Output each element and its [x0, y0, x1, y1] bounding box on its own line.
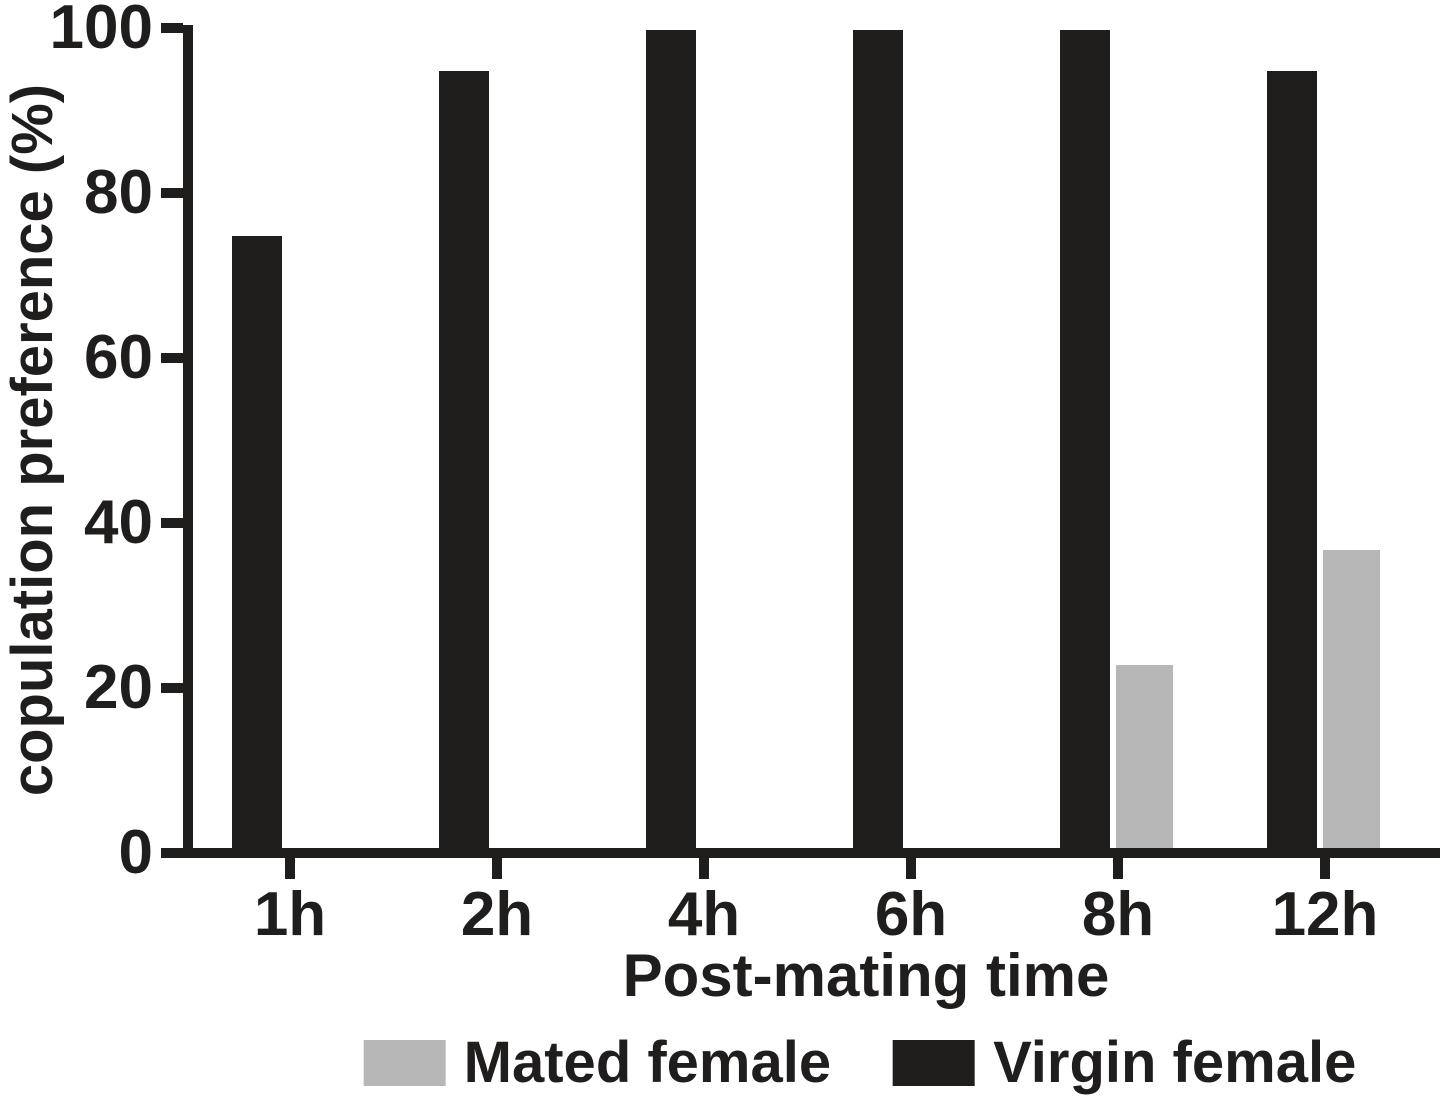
x-tick-label-8h: 8h — [1081, 880, 1155, 949]
legend-item-virgin-female: Virgin female — [893, 1034, 1356, 1092]
bar-virgin-female-12h — [1267, 71, 1317, 855]
x-tick-label-1h: 1h — [253, 880, 327, 949]
bar-virgin-female-1h — [232, 236, 282, 855]
x-tick-6h — [906, 858, 916, 879]
y-axis-title: copulation preference (%) — [0, 83, 65, 797]
y-tick-label-0: 0 — [118, 818, 153, 887]
x-tick-12h — [1320, 858, 1330, 879]
x-axis-title: Post-mating time — [622, 942, 1110, 1009]
y-tick-40 — [161, 518, 183, 528]
x-tick-4h — [699, 858, 709, 879]
legend-label-virgin-female: Virgin female — [993, 1030, 1357, 1095]
bar-virgin-female-2h — [439, 71, 489, 855]
legend-swatch-virgin-female — [893, 1040, 976, 1086]
legend-item-mated-female: Mated female — [363, 1030, 832, 1095]
y-tick-20 — [161, 683, 183, 693]
y-tick-label-40: 40 — [84, 488, 153, 557]
y-tick-0 — [161, 848, 183, 858]
x-tick-label-12h: 12h — [1271, 880, 1379, 949]
bar-mated-female-12h — [1323, 549, 1380, 855]
y-tick-80 — [161, 188, 183, 198]
y-tick-60 — [161, 353, 183, 363]
legend-label-mated-female: Mated female — [463, 1030, 832, 1095]
bar-virgin-female-6h — [853, 30, 903, 855]
y-tick-label-100: 100 — [49, 0, 153, 62]
x-axis-line — [183, 848, 1440, 858]
x-tick-1h — [285, 858, 295, 879]
y-tick-label-60: 60 — [84, 323, 153, 392]
x-tick-8h — [1113, 858, 1123, 879]
x-tick-label-4h: 4h — [667, 880, 741, 949]
bar-mated-female-8h — [1116, 665, 1173, 855]
y-tick-100 — [161, 23, 183, 33]
bar-virgin-female-8h — [1060, 30, 1110, 855]
bar-virgin-female-4h — [646, 30, 696, 855]
x-tick-label-2h: 2h — [460, 880, 534, 949]
x-tick-label-6h: 6h — [874, 880, 948, 949]
y-tick-label-80: 80 — [84, 158, 153, 227]
legend-swatch-mated-female — [363, 1040, 446, 1086]
legend: Mated female Virgin female — [363, 1030, 1356, 1095]
x-tick-2h — [492, 858, 502, 879]
y-tick-label-20: 20 — [84, 653, 153, 722]
y-axis-line — [183, 25, 193, 858]
